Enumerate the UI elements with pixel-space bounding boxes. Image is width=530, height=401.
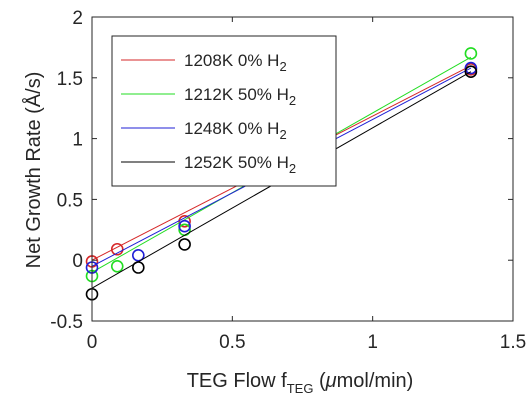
plot-frame: [91, 16, 514, 322]
x-axis-label: TEG Flow fTEG (μmol/min): [187, 370, 414, 396]
y-tick-label-5: 2: [72, 8, 83, 29]
axes-frame: [91, 16, 514, 322]
x-axis-label-mu: μ: [325, 370, 337, 392]
series-1-point-3: [464, 47, 478, 60]
y-tick-label-2: 0.5: [57, 190, 83, 211]
series-0-point-1: [110, 242, 124, 256]
legend-label-subscript-0: 2: [279, 59, 286, 74]
legend-label-3: 1252K 50% H2: [184, 153, 296, 176]
y-axis-label: Net Growth Rate (Å/s): [22, 72, 45, 269]
x-axis-label-prefix: TEG Flow f: [187, 370, 287, 392]
legend-label-text-2: 1248K 0% H: [184, 119, 279, 138]
legend-box: [111, 35, 337, 187]
x-tick-label-0: 0: [87, 332, 98, 353]
series-3-point-3: [464, 65, 478, 79]
series-2-point-2: [178, 219, 191, 233]
legend-label-subscript-1: 2: [289, 93, 296, 108]
y-tick-label-1: 0: [72, 251, 83, 272]
legend-label-text-0: 1208K 0% H: [184, 51, 279, 70]
y-tick-label-0: -0.5: [50, 312, 83, 333]
legend-label-subscript-2: 2: [279, 127, 286, 142]
x-axis-label-open-paren: (: [313, 370, 326, 392]
legend-label-1: 1212K 50% H2: [184, 85, 296, 108]
x-tick-label-1: 0.5: [219, 332, 245, 353]
legend-label-subscript-3: 2: [289, 161, 296, 176]
series-2-point-1: [132, 249, 145, 262]
series-3-point-1: [132, 261, 145, 274]
y-tick-label-3: 1: [72, 130, 83, 151]
y-tick-label-4: 1.5: [57, 69, 83, 90]
series-3-point-2: [178, 238, 191, 251]
x-axis-label-subscript: TEG: [287, 381, 314, 396]
legend-label-text-1: 1212K 50% H: [184, 85, 289, 104]
series-0-point-2: [178, 214, 191, 228]
legend-label-text-3: 1252K 50% H: [184, 153, 289, 172]
x-tick-label-3: 1.5: [500, 332, 526, 353]
tick-labels: 0 0.5 1 1.5-0.500.511.52: [50, 8, 526, 353]
x-tick-label-2: 1: [367, 332, 378, 353]
legend-label-2: 1248K 0% H2: [184, 119, 287, 142]
x-axis-label-suffix: mol/min): [337, 370, 414, 392]
series-1-point-1: [110, 259, 124, 273]
series-2-point-3: [464, 61, 478, 75]
legend-label-0: 1208K 0% H2: [184, 51, 287, 74]
